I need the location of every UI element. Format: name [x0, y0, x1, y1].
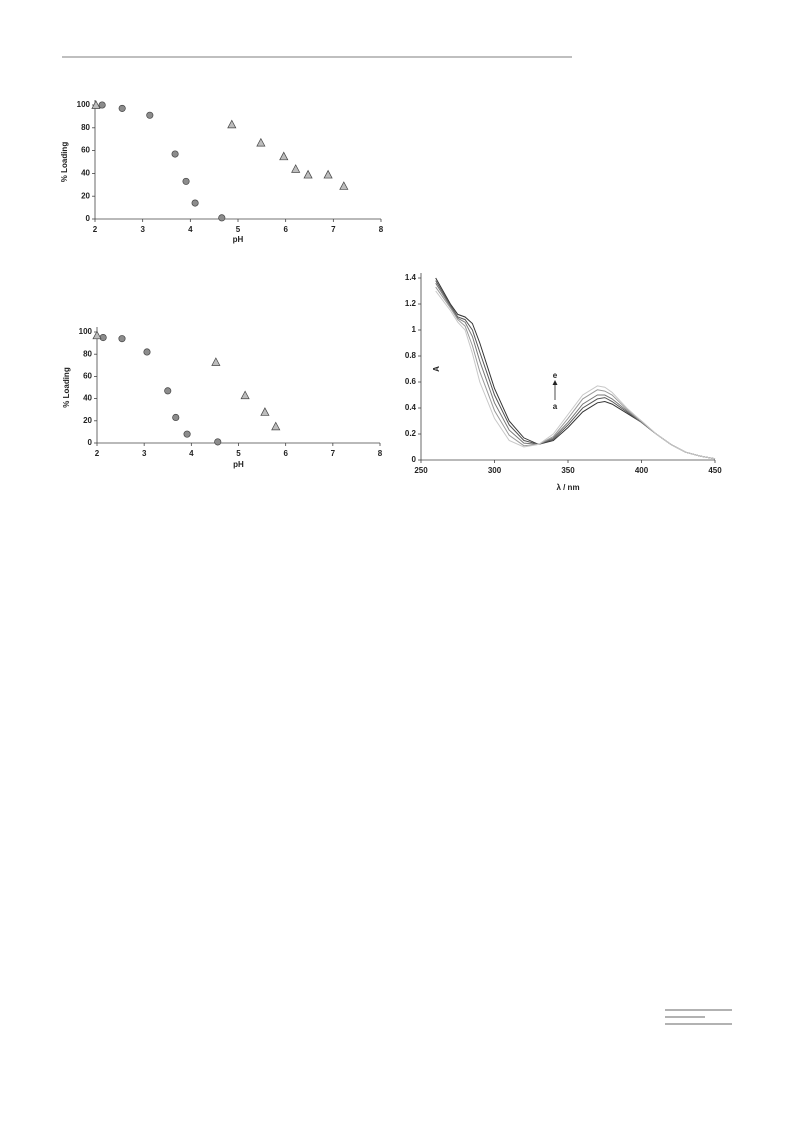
circle-point: [172, 413, 180, 422]
triangle-point: [271, 421, 281, 431]
x-tick-label: 5: [236, 449, 241, 458]
circle-point: [218, 214, 226, 222]
y-axis-label: % Loading: [62, 367, 71, 408]
y-tick-label: 0.2: [405, 429, 417, 438]
y-tick-label: 80: [81, 123, 90, 132]
x-tick-label: 7: [331, 225, 336, 234]
x-tick-label: 2: [93, 225, 98, 234]
y-tick-label: 20: [83, 416, 92, 425]
triangle-point: [92, 330, 102, 340]
y-tick-label: 0: [88, 438, 93, 447]
y-tick-label: 80: [83, 349, 92, 358]
annotation: e: [553, 371, 558, 380]
triangle-point: [279, 151, 289, 161]
circle-point: [146, 111, 154, 119]
x-tick-label: 8: [378, 449, 383, 458]
x-tick-label: 5: [236, 225, 241, 234]
triangle-point: [91, 100, 101, 109]
circle-point: [182, 177, 190, 185]
y-tick-label: 0.6: [405, 377, 417, 386]
y-tick-label: 60: [83, 372, 92, 381]
y-tick-label: 0.8: [405, 351, 417, 360]
x-axis-label: λ / nm: [556, 483, 579, 492]
y-axis-label: % Loading: [60, 142, 69, 183]
y-tick-label: 1.2: [405, 299, 417, 308]
annotation: a: [553, 402, 558, 411]
arrow-head: [552, 380, 558, 385]
triangle-point: [339, 181, 349, 190]
x-tick-label: 450: [708, 466, 722, 475]
circle-point: [171, 150, 179, 158]
x-tick-label: 3: [140, 225, 145, 234]
y-tick-label: 100: [77, 100, 91, 109]
y-tick-label: 0.4: [405, 403, 417, 412]
y-tick-label: 20: [81, 191, 90, 200]
circle-point: [183, 430, 191, 438]
triangle-point: [227, 119, 237, 129]
y-tick-label: 0: [86, 214, 91, 223]
x-tick-label: 7: [331, 449, 336, 458]
triangle-point: [256, 137, 266, 147]
x-tick-label: 4: [189, 449, 194, 458]
x-tick-label: 3: [142, 449, 147, 458]
triangle-point: [211, 357, 221, 366]
x-tick-label: 6: [283, 225, 288, 234]
x-tick-label: 2: [95, 449, 100, 458]
triangle-point: [260, 407, 270, 416]
x-tick-label: 8: [379, 225, 384, 234]
circle-point: [143, 348, 151, 356]
triangle-point: [240, 390, 250, 400]
spectrum-line: [435, 290, 716, 460]
y-tick-label: 100: [79, 327, 93, 336]
x-tick-label: 4: [188, 225, 193, 234]
circle-point: [118, 104, 126, 112]
circle-point: [118, 335, 126, 343]
circle-point: [164, 387, 172, 395]
x-axis-label: pH: [233, 235, 244, 244]
x-tick-label: 250: [414, 466, 428, 475]
triangle-point: [323, 169, 333, 179]
circle-point: [214, 438, 222, 446]
circle-point: [191, 199, 199, 207]
y-tick-label: 1: [412, 325, 417, 334]
y-axis-label: A: [432, 366, 441, 372]
y-tick-label: 1.4: [405, 273, 417, 282]
triangle-point: [291, 164, 301, 173]
x-tick-label: 6: [283, 449, 288, 458]
x-tick-label: 400: [635, 466, 649, 475]
y-tick-label: 40: [81, 169, 90, 178]
circle-point: [99, 333, 107, 342]
circle-point: [98, 101, 106, 109]
y-tick-label: 60: [81, 146, 90, 155]
y-tick-label: 0: [412, 455, 417, 464]
x-tick-label: 300: [488, 466, 502, 475]
y-tick-label: 40: [83, 394, 92, 403]
triangle-point: [303, 169, 313, 179]
x-tick-label: 350: [561, 466, 575, 475]
x-axis-label: pH: [233, 460, 244, 469]
